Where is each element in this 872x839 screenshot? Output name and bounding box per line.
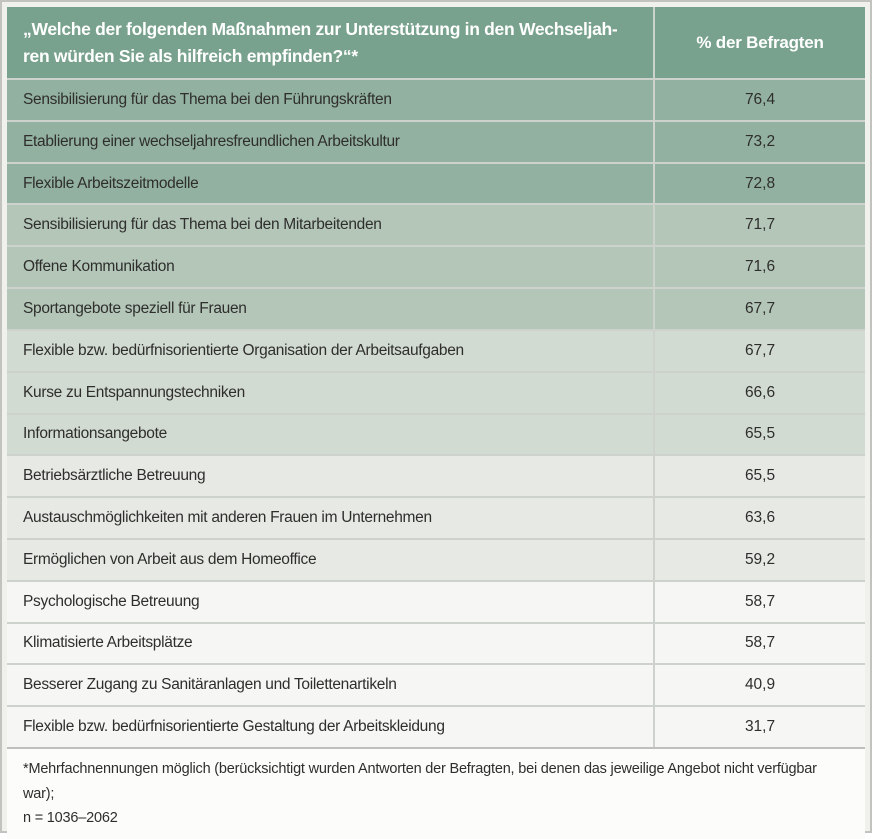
measure-label: Sensibilisierung für das Thema bei den F… — [23, 90, 392, 108]
table-header-question: „Welche der folgenden Maßnahmen zur Unte… — [7, 7, 653, 78]
measure-value: 63,6 — [653, 498, 865, 538]
measure-value: 71,6 — [653, 247, 865, 288]
table-row: Informationsangebote 65,5 — [7, 412, 865, 455]
footnote-line-2: n = 1036–2062 — [23, 810, 118, 827]
table-row: Offene Kommunikation 71,6 — [7, 245, 865, 288]
measure-value: 67,7 — [653, 289, 865, 329]
measure-label: Flexible bzw. bedürfnisorientierte Gesta… — [23, 718, 445, 736]
table-row: Kurse zu Entspannungstechniken 66,6 — [7, 370, 865, 413]
measure-label: Betriebsärztliche Betreuung — [23, 467, 206, 485]
measure-value: 71,7 — [653, 205, 865, 246]
measure-label: Klimatisierte Arbeitsplätze — [23, 634, 193, 652]
measures-table: „Welche der folgenden Maßnahmen zur Unte… — [7, 7, 865, 747]
table-row: Klimatisierte Arbeitsplätze 58,7 — [7, 621, 865, 664]
table-row: Austauschmöglichkeiten mit anderen Fraue… — [7, 496, 865, 538]
table-row: Betriebsärztliche Betreuung 65,5 — [7, 454, 865, 497]
question-line-1: „Welche der folgenden Maßnahmen zur Unte… — [23, 19, 618, 40]
measure-label: Kurse zu Entspannungstechniken — [23, 383, 245, 401]
table-row: Sensibilisierung für das Thema bei den F… — [7, 78, 865, 120]
table-row: Besserer Zugang zu Sanitäranlagen und To… — [7, 663, 865, 706]
measure-label: Besserer Zugang zu Sanitäranlagen und To… — [23, 676, 397, 694]
measure-value: 76,4 — [653, 80, 865, 120]
table-row: Flexible bzw. bedürfnisorientierte Gesta… — [7, 705, 865, 747]
measure-value: 31,7 — [653, 707, 865, 747]
measure-label: Etablierung einer wechseljahresfreundlic… — [23, 132, 400, 150]
measure-label: Offene Kommunikation — [23, 258, 175, 276]
footnote-line-1: *Mehrfachnennungen möglich (berücksichti… — [23, 761, 817, 802]
table-header-row: „Welche der folgenden Maßnahmen zur Unte… — [7, 7, 865, 78]
measure-value: 59,2 — [653, 539, 865, 580]
table-header-value-column: % der Befragten — [653, 7, 865, 78]
question-line-2: ren würden Sie als hilfreich empfinden?“… — [23, 45, 358, 66]
measure-value: 65,5 — [653, 456, 865, 497]
measure-label: Sensibilisierung für das Thema bei den M… — [23, 216, 382, 234]
measure-value: 73,2 — [653, 121, 865, 162]
measure-label: Ermöglichen von Arbeit aus dem Homeoffic… — [23, 550, 317, 568]
table-row: Sensibilisierung für das Thema bei den M… — [7, 203, 865, 246]
table-row: Sportangebote speziell für Frauen 67,7 — [7, 287, 865, 329]
measure-label: Sportangebote speziell für Frauen — [23, 299, 247, 317]
table-row: Flexible bzw. bedürfnisorientierte Organ… — [7, 328, 865, 371]
measure-value: 67,7 — [653, 330, 865, 371]
table-row: Ermöglichen von Arbeit aus dem Homeoffic… — [7, 537, 865, 580]
measure-value: 72,8 — [653, 163, 865, 204]
measure-label: Flexible Arbeitszeitmodelle — [23, 174, 199, 192]
table-row: Etablierung einer wechseljahresfreundlic… — [7, 119, 865, 162]
measure-value: 58,7 — [653, 623, 865, 664]
measure-label: Informationsangebote — [23, 425, 167, 443]
table-row: Flexible Arbeitszeitmodelle 72,8 — [7, 161, 865, 204]
measure-label: Psychologische Betreuung — [23, 592, 200, 610]
measure-value: 65,5 — [653, 414, 865, 455]
measure-value: 66,6 — [653, 372, 865, 413]
measure-value: 58,7 — [653, 581, 865, 622]
measure-label: Flexible bzw. bedürfnisorientierte Organ… — [23, 341, 464, 359]
table-footnote: *Mehrfachnennungen möglich (berücksichti… — [7, 747, 865, 839]
table-row: Psychologische Betreuung 58,7 — [7, 579, 865, 622]
measure-label: Austauschmöglichkeiten mit anderen Fraue… — [23, 509, 432, 527]
measure-value: 40,9 — [653, 665, 865, 706]
